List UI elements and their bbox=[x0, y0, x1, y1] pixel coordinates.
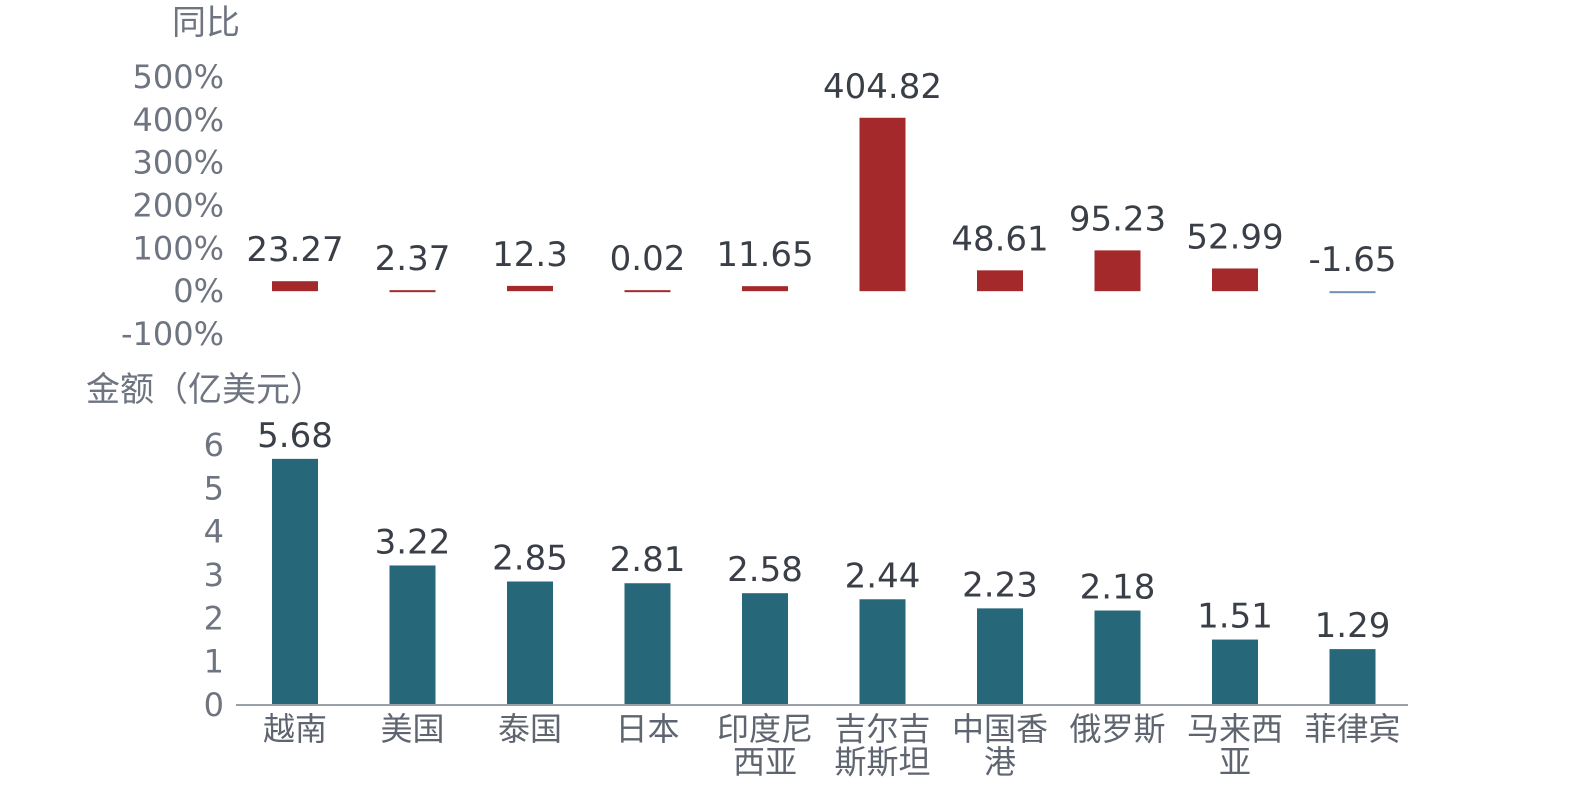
top-y-tick: 400% bbox=[133, 101, 224, 139]
top-y-tick: -100% bbox=[121, 315, 224, 353]
amount-bar bbox=[859, 599, 906, 705]
top-y-tick: 0% bbox=[173, 272, 224, 310]
top-y-tick: 300% bbox=[133, 144, 224, 182]
amount-bar bbox=[977, 608, 1023, 705]
yoy-chart: 500% 400% 300% 200% 100% 0% -100% 23.27 2.37 12.3… bbox=[121, 58, 1397, 353]
amount-bar bbox=[1329, 649, 1376, 705]
yoy-bar bbox=[1329, 291, 1376, 294]
category-label: 菲律宾 bbox=[1304, 710, 1400, 748]
amount-chart: 6 5 4 3 2 1 0 5.68 越南 3.22 美国 2.85 泰国 2.81 日本 2.58 印度尼西亚… bbox=[204, 416, 1401, 781]
category-label: 印度尼 bbox=[717, 710, 813, 748]
category-label: 日本 bbox=[615, 710, 679, 748]
amount-bar bbox=[507, 581, 553, 705]
yoy-data-label: 52.99 bbox=[1186, 217, 1283, 257]
amount-data-label: 2.85 bbox=[492, 539, 568, 579]
amount-bar bbox=[1094, 610, 1141, 705]
yoy-data-label: 95.23 bbox=[1069, 199, 1166, 239]
top-y-tick: 500% bbox=[133, 58, 224, 96]
category-label: 西亚 bbox=[733, 743, 797, 781]
amount-bar bbox=[272, 458, 318, 705]
category-label: 马来西 bbox=[1187, 710, 1283, 748]
yoy-data-label: 404.82 bbox=[823, 67, 942, 107]
category-label: 吉尔吉 bbox=[834, 710, 930, 748]
bottom-y-tick: 5 bbox=[204, 469, 224, 507]
amount-data-label: 1.51 bbox=[1197, 597, 1273, 637]
bottom-y-tick: 6 bbox=[204, 426, 224, 464]
yoy-data-label: 23.27 bbox=[246, 230, 343, 270]
yoy-data-label: 0.02 bbox=[610, 239, 686, 279]
amount-data-label: 2.58 bbox=[727, 550, 803, 590]
category-label: 美国 bbox=[380, 710, 444, 748]
bottom-y-tick: 2 bbox=[204, 599, 224, 637]
yoy-bar bbox=[1212, 268, 1258, 292]
bottom-y-tick: 4 bbox=[204, 513, 224, 551]
amount-bar bbox=[624, 583, 671, 705]
yoy-data-label: -1.65 bbox=[1309, 240, 1397, 280]
category-label: 亚 bbox=[1219, 743, 1251, 781]
yoy-bar bbox=[742, 286, 788, 292]
amount-data-label: 1.29 bbox=[1315, 606, 1391, 646]
category-label: 越南 bbox=[263, 710, 327, 748]
yoy-bar bbox=[624, 290, 671, 293]
yoy-bar bbox=[859, 117, 906, 292]
amount-bar bbox=[742, 593, 788, 705]
yoy-data-label: 12.3 bbox=[492, 235, 568, 275]
yoy-data-label: 2.37 bbox=[375, 239, 451, 279]
amount-data-label: 2.18 bbox=[1080, 568, 1156, 608]
amount-data-label: 2.44 bbox=[845, 556, 921, 596]
yoy-bar bbox=[389, 290, 436, 293]
amount-data-label: 5.68 bbox=[257, 416, 333, 456]
yoy-data-label: 11.65 bbox=[716, 235, 813, 275]
amount-bar bbox=[389, 565, 436, 705]
yoy-bar bbox=[1094, 250, 1141, 292]
amount-data-label: 2.81 bbox=[610, 540, 686, 580]
bottom-y-tick: 3 bbox=[204, 556, 224, 594]
amount-bar bbox=[1212, 639, 1258, 705]
top-y-tick: 200% bbox=[133, 187, 224, 225]
category-label: 中国香 bbox=[952, 710, 1048, 748]
yoy-bar bbox=[507, 285, 553, 292]
yoy-bar bbox=[272, 281, 318, 292]
amount-data-label: 2.23 bbox=[962, 565, 1038, 605]
amount-data-label: 3.22 bbox=[375, 522, 451, 562]
category-label: 港 bbox=[984, 743, 1016, 781]
bottom-axis-title: 金额（亿美元） bbox=[86, 370, 324, 410]
top-axis-title: 同比 bbox=[172, 3, 240, 43]
yoy-bar bbox=[977, 270, 1023, 292]
top-y-tick: 100% bbox=[133, 229, 224, 267]
bottom-y-tick: 1 bbox=[204, 643, 224, 681]
category-label: 斯斯坦 bbox=[834, 743, 930, 781]
category-label: 泰国 bbox=[498, 710, 562, 748]
yoy-data-label: 48.61 bbox=[951, 219, 1048, 259]
category-label: 俄罗斯 bbox=[1069, 710, 1165, 748]
bottom-y-tick: 0 bbox=[204, 686, 224, 724]
